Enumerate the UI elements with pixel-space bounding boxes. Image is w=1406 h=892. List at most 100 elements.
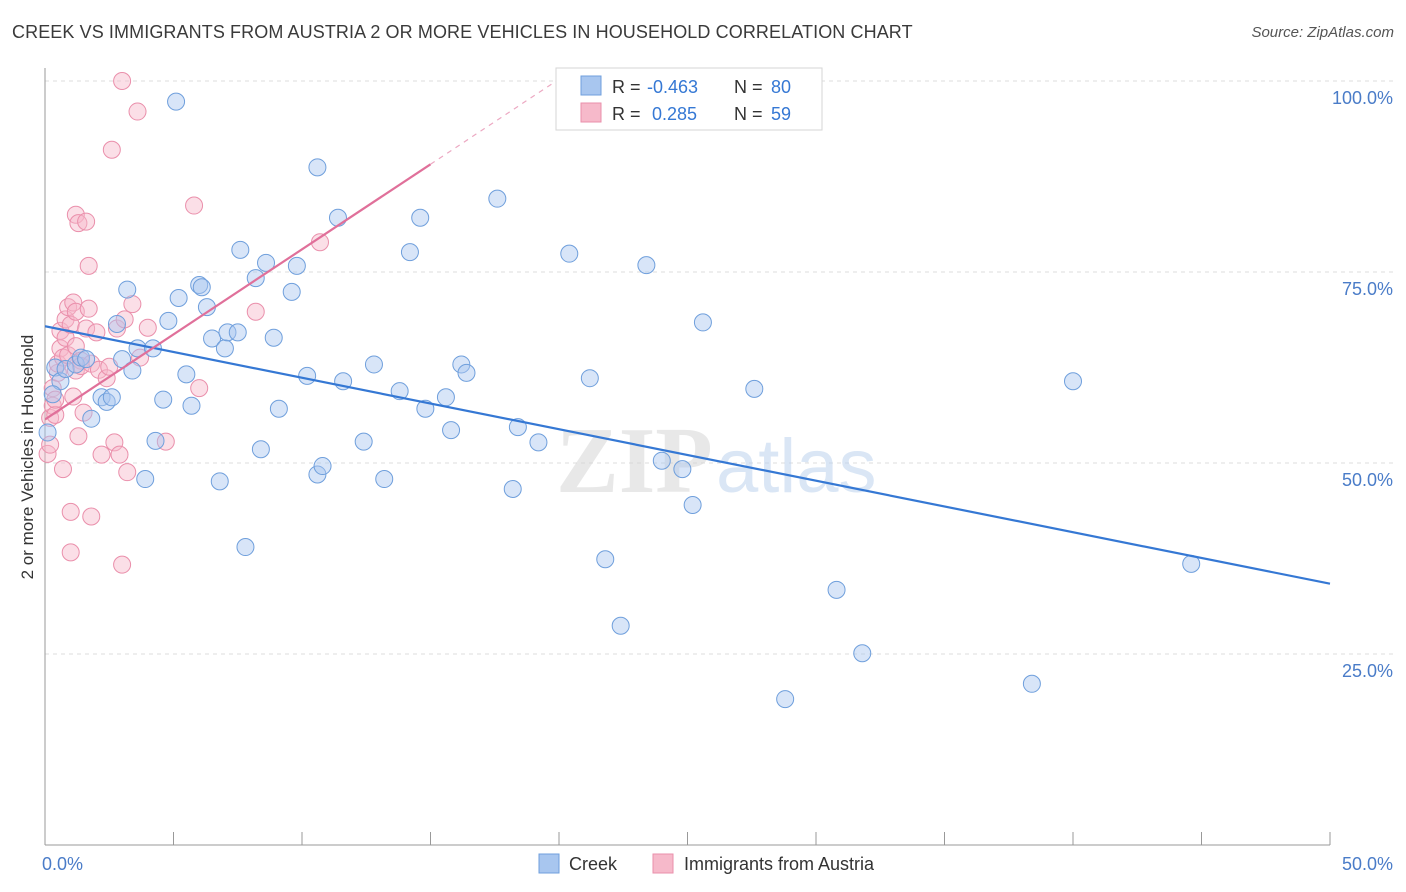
- austria-point-44: [107, 319, 126, 338]
- creek-point-53: [416, 399, 435, 418]
- stats-creek-n-value: 80: [771, 77, 791, 97]
- austria-point-20: [64, 387, 83, 406]
- creek-point-64: [596, 550, 615, 569]
- creek-point-2: [56, 360, 75, 379]
- creek-point-30: [218, 323, 237, 342]
- stats-austria-r-value: 0.285: [647, 104, 697, 124]
- creek-point-31: [228, 323, 247, 342]
- chart-title: CREEK VS IMMIGRANTS FROM AUSTRIA 2 OR MO…: [12, 22, 913, 42]
- series-immigrants-from-austria: [38, 72, 329, 574]
- creek-point-33: [236, 538, 255, 557]
- austria-point-34: [79, 299, 98, 318]
- creek-point-36: [257, 253, 276, 272]
- creek-point-9: [102, 388, 121, 407]
- creek-point-28: [210, 472, 229, 491]
- austria-point-48: [118, 463, 137, 482]
- creek-point-57: [457, 363, 476, 382]
- tick-labels: 25.0% 50.0% 75.0% 100.0% 0.0% 50.0%: [42, 88, 1393, 874]
- austria-point-45: [110, 445, 129, 464]
- series-legend: Creek Immigrants from Austria: [538, 853, 875, 874]
- stats-legend: R = -0.463 N = 80 R = 0.285 N = 59: [555, 67, 823, 131]
- creek-point-63: [580, 369, 599, 388]
- creek-point-70: [693, 313, 712, 332]
- austria-point-56: [246, 302, 265, 321]
- watermark-zip: ZIP: [556, 409, 713, 513]
- creek-trend-line: [45, 325, 1331, 585]
- creek-point-72: [776, 690, 795, 709]
- trend-lines: [45, 70, 1331, 585]
- creek-point-43: [308, 465, 327, 484]
- creek-point-49: [375, 470, 394, 489]
- creek-point-18: [154, 390, 173, 409]
- creek-point-20: [167, 92, 186, 111]
- creek-point-48: [364, 355, 383, 374]
- stats-austria-n-label: N =: [734, 104, 763, 124]
- austria-point-52: [138, 318, 157, 337]
- creek-point-6: [82, 409, 101, 428]
- austria-point-35: [82, 507, 101, 526]
- creek-point-25: [192, 278, 211, 297]
- creek-point-19: [159, 311, 178, 330]
- creek-point-75: [1022, 674, 1041, 693]
- creek-point-67: [652, 451, 671, 470]
- creek-point-68: [673, 460, 692, 479]
- axes: [44, 68, 1331, 846]
- creek-point-32: [231, 240, 250, 259]
- creek-point-24: [190, 275, 209, 294]
- creek-point-27: [203, 329, 222, 348]
- creek-point-39: [282, 282, 301, 301]
- austria-point-58: [113, 72, 132, 90]
- creek-point-65: [611, 616, 630, 635]
- austria-trend-line: [45, 163, 432, 421]
- y-tick-label-75: 75.0%: [1342, 279, 1393, 299]
- creek-point-51: [400, 243, 419, 262]
- creek-point-44: [313, 457, 332, 476]
- creek-point-21: [169, 288, 188, 307]
- legend-austria-swatch: [652, 853, 674, 874]
- austria-point-55: [190, 379, 209, 398]
- creek-point-62: [560, 244, 579, 263]
- y-tick-label-25: 25.0%: [1342, 661, 1393, 681]
- austria-point-24: [66, 337, 85, 356]
- source-credit: Source: ZipAtlas.com: [1251, 24, 1394, 41]
- creek-point-58: [488, 189, 507, 208]
- stats-austria-n-value: 59: [771, 104, 791, 124]
- legend-austria-label: Immigrants from Austria: [684, 854, 875, 874]
- austria-point-39: [92, 445, 111, 464]
- austria-point-46: [113, 555, 132, 574]
- creek-point-38: [269, 399, 288, 418]
- creek-point-74: [853, 644, 872, 663]
- creek-point-37: [264, 328, 283, 347]
- austria-point-6: [46, 390, 65, 409]
- creek-point-71: [745, 379, 764, 398]
- austria-point-31: [77, 212, 96, 231]
- austria-point-33: [79, 256, 98, 275]
- y-tick-label-50: 50.0%: [1342, 470, 1393, 490]
- creek-point-78: [38, 423, 57, 442]
- creek-point-47: [354, 432, 373, 451]
- austria-point-42: [102, 140, 121, 159]
- austria-point-11: [53, 460, 72, 479]
- creek-point-52: [411, 208, 430, 227]
- stats-austria-r-label: R =: [612, 104, 641, 124]
- creek-point-76: [1064, 372, 1082, 391]
- creek-point-79: [43, 385, 62, 404]
- creek-point-45: [328, 208, 347, 227]
- legend-creek-swatch: [538, 853, 560, 874]
- austria-point-17: [61, 543, 80, 562]
- legend-creek-label: Creek: [569, 854, 618, 874]
- creek-point-55: [442, 421, 461, 440]
- y-axis-label: 2 or more Vehicles in Household: [18, 335, 37, 580]
- creek-point-54: [436, 388, 455, 407]
- stats-creek-n-label: N =: [734, 77, 763, 97]
- austria-point-50: [128, 102, 147, 121]
- creek-point-17: [146, 431, 165, 450]
- creek-point-10: [107, 314, 126, 333]
- stats-austria-swatch: [580, 102, 602, 123]
- watermark: ZIP atlas: [556, 409, 877, 513]
- x-tick-label-0: 0.0%: [42, 854, 83, 874]
- austria-point-53: [156, 432, 175, 451]
- austria-point-27: [69, 427, 88, 446]
- creek-point-42: [308, 158, 327, 177]
- austria-point-26: [69, 214, 88, 233]
